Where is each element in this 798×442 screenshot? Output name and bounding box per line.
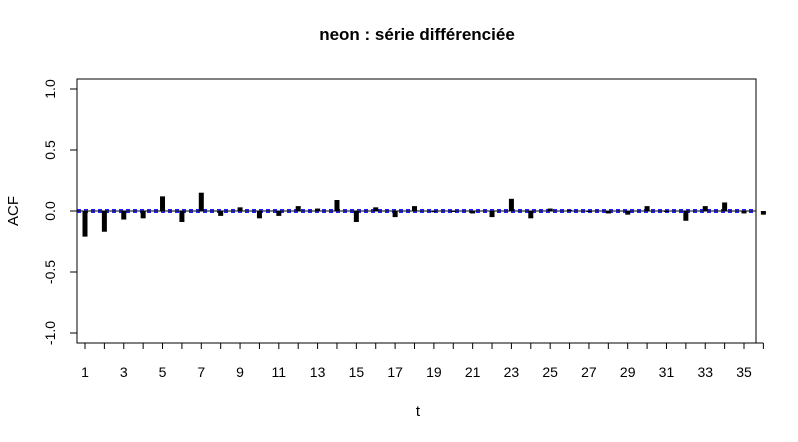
acf-bar: [334, 200, 340, 211]
acf-bar: [605, 211, 611, 214]
y-tick-label: 1.0: [42, 79, 58, 99]
x-tick-label: 7: [197, 364, 205, 380]
x-tick-label: 11: [272, 364, 287, 380]
acf-bar: [760, 211, 766, 215]
x-tick-label: 21: [465, 364, 481, 380]
x-tick-label: 19: [426, 364, 442, 380]
acf-bar: [489, 211, 495, 218]
x-tick-label: 27: [581, 364, 597, 380]
acf-bar: [276, 211, 282, 216]
x-tick-label: 33: [697, 364, 713, 380]
x-tick-label: 15: [349, 364, 365, 380]
acf-bar: [179, 211, 185, 222]
acf-bar: [198, 192, 204, 211]
x-tick-label: 9: [236, 364, 244, 380]
acf-bar: [412, 206, 417, 211]
y-tick-label: -0.5: [42, 260, 58, 284]
acf-bar: [295, 206, 301, 211]
acf-bar: [702, 206, 708, 211]
x-axis-label: t: [416, 403, 421, 420]
acf-bar: [121, 211, 127, 220]
x-tick-label: 35: [736, 364, 752, 380]
acf-bar: [218, 211, 224, 216]
acf-bar: [683, 211, 689, 221]
acf-bar: [470, 211, 476, 214]
acf-bar: [625, 211, 631, 215]
acf-bar: [392, 211, 398, 218]
y-tick-label: -1.0: [42, 321, 58, 345]
acf-bar: [237, 207, 243, 211]
x-tick-label: 5: [159, 364, 167, 380]
y-tick-label: 0.5: [42, 140, 58, 160]
x-tick-label: 13: [310, 364, 326, 380]
x-tick-label: 23: [504, 364, 520, 380]
acf-bar: [663, 211, 669, 212]
y-tick-label: 0.0: [42, 201, 58, 221]
acf-bar: [567, 209, 573, 211]
acf-bar: [450, 211, 456, 212]
acf-bar: [431, 211, 437, 213]
x-tick-label: 17: [387, 364, 403, 380]
acf-bar: [315, 208, 321, 211]
acf-bar: [82, 211, 88, 237]
x-tick-label: 29: [620, 364, 636, 380]
acf-bar: [644, 206, 650, 211]
x-tick-label: 1: [81, 364, 89, 380]
acf-bar: [353, 211, 359, 222]
acf-bar: [741, 211, 747, 214]
acf-bar: [722, 202, 728, 211]
chart-title: neon : série différenciée: [319, 25, 515, 44]
acf-bar: [508, 198, 514, 211]
acf-bar: [528, 211, 534, 219]
x-tick-label: 25: [542, 364, 558, 380]
acf-bar: [256, 211, 262, 219]
x-tick-label: 31: [659, 364, 675, 380]
acf-bar: [160, 196, 166, 211]
acf-bar: [586, 211, 592, 212]
x-tick-label: 3: [120, 364, 128, 380]
acf-bar: [140, 211, 146, 219]
acf-bar: [373, 207, 379, 211]
y-axis-label: ACF: [5, 196, 22, 226]
acf-bar: [547, 208, 553, 211]
acf-bar: [101, 211, 107, 232]
